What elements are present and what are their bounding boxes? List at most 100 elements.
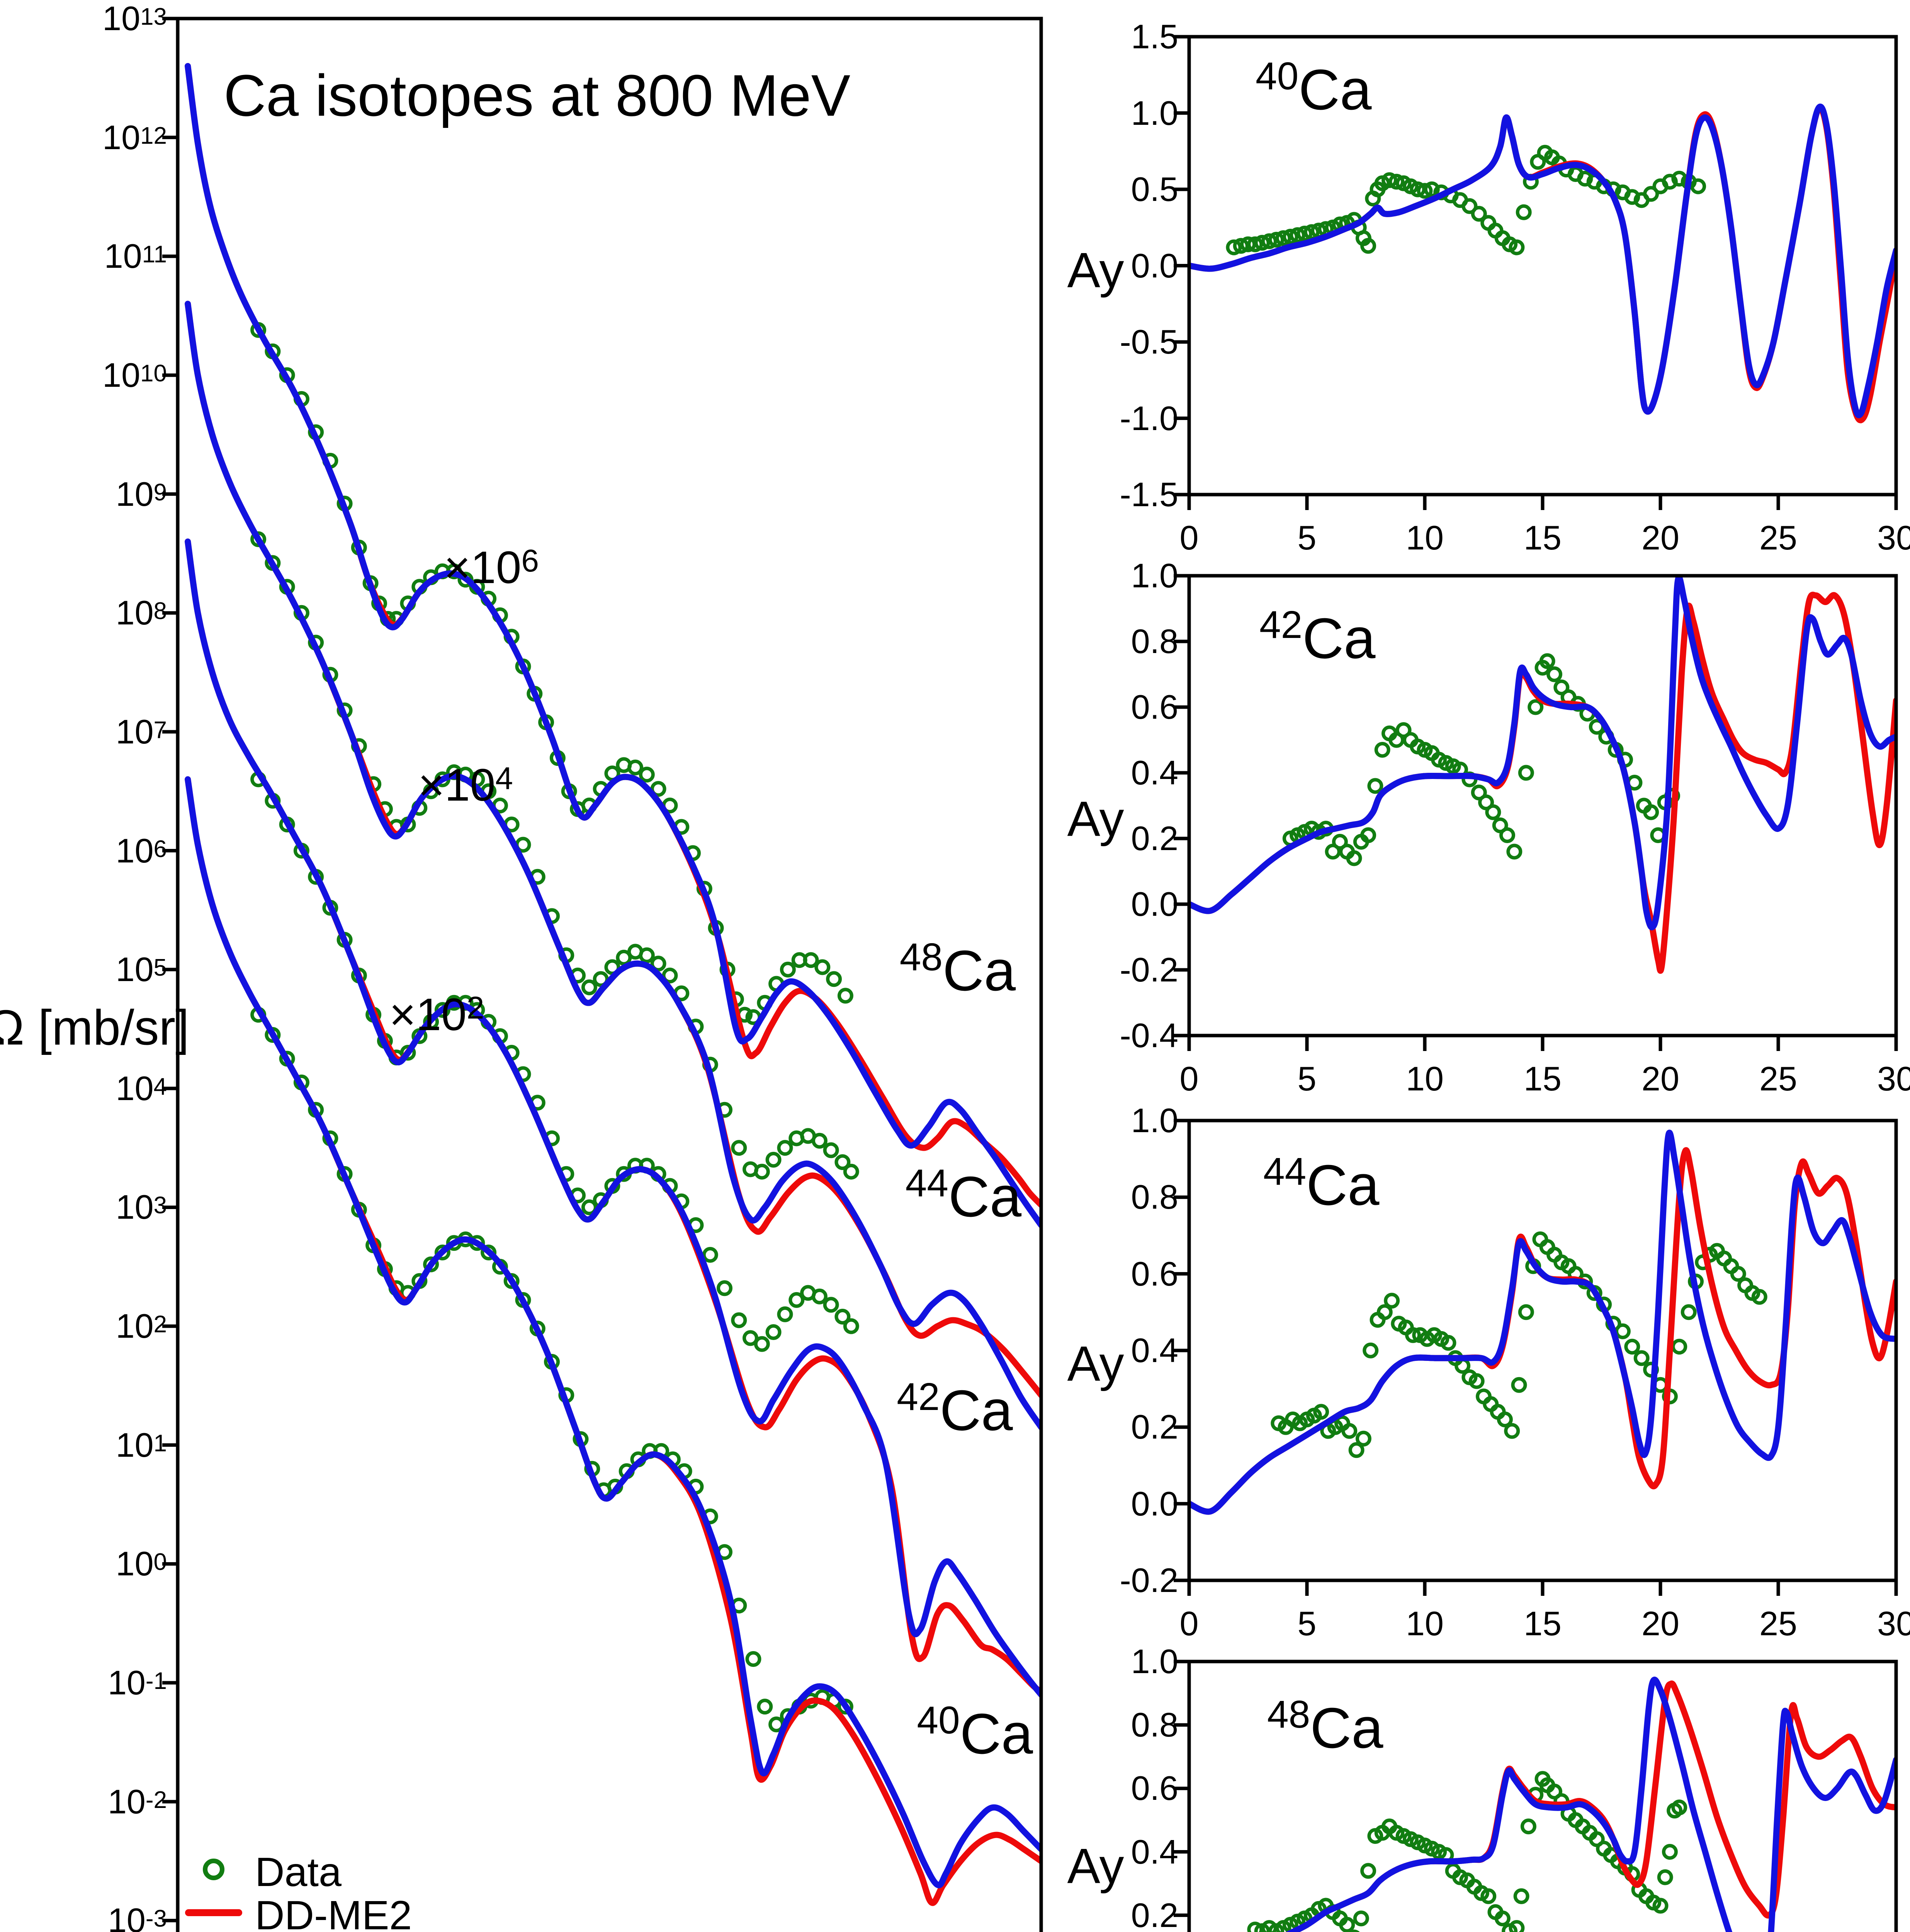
y-tick-label: 0.6	[1131, 688, 1178, 726]
ay-data-points-44ca	[1440, 1335, 1456, 1351]
data-points-42Ca	[743, 1330, 758, 1346]
x-tick-label: 5	[1297, 1604, 1317, 1643]
ay-data-points-48ca	[1652, 1898, 1669, 1914]
data-points-42Ca	[834, 1309, 851, 1325]
data-points-42Ca	[731, 1312, 747, 1328]
y-tick-label: 0.4	[1131, 1331, 1178, 1369]
ay-data-points-48ca	[1494, 1910, 1511, 1927]
x-tick-label: 25	[1759, 1060, 1797, 1098]
y-tick-label: 108	[116, 594, 167, 632]
data-points-42Ca	[717, 1280, 732, 1296]
data-points-44Ca	[765, 1151, 782, 1168]
ay-data-points-42ca	[1528, 699, 1544, 715]
scale-multiplier-10e2: ×102	[389, 989, 484, 1041]
data-points-42Ca	[843, 1318, 859, 1334]
data-points-48Ca	[627, 759, 643, 776]
y-tick-label: 0.5	[1131, 170, 1178, 208]
ay-data-points-44ca	[1614, 1323, 1631, 1339]
x-tick-label: 30	[1877, 1604, 1910, 1643]
data-points-42Ca	[777, 1306, 793, 1322]
ay-data-points-40ca	[1388, 173, 1405, 190]
y-tick-label: 0.0	[1131, 1484, 1178, 1523]
y-tick-label: -0.5	[1120, 323, 1178, 361]
ay-dd-pc1-curve-40ca	[1189, 104, 1896, 418]
y-tick-label: 101	[116, 1425, 167, 1464]
ay-data-points-40ca	[1261, 233, 1277, 249]
data-points-44Ca	[754, 1163, 770, 1180]
data-points-44Ca	[639, 947, 655, 963]
mass-number: 40	[1256, 54, 1299, 98]
x-tick-label: 15	[1524, 1604, 1562, 1643]
ay-data-points-42ca	[1499, 827, 1515, 843]
data-points-48Ca	[639, 767, 655, 783]
ay-dd-pc1-curve-42ca	[1189, 576, 1896, 930]
ay-data-points-44ca	[1355, 1430, 1371, 1447]
ay-data-points-40ca	[1690, 178, 1706, 194]
data-points-48Ca	[837, 988, 853, 1004]
ay-data-points-44ca	[1633, 1350, 1650, 1366]
ay-axis-label-48ca: Ay	[1067, 1838, 1124, 1894]
isotope-label-42ca: 42Ca	[1259, 603, 1375, 672]
y-tick-label: 10-1	[107, 1663, 167, 1702]
data-points-48Ca	[780, 961, 796, 978]
ay-data-points-40ca	[1360, 238, 1376, 254]
left-y-axis-label: dσ/dΩ [mb/sr]	[0, 1000, 189, 1056]
ay-data-points-42ca	[1367, 778, 1383, 794]
ay-data-points-48ca	[1662, 1844, 1678, 1860]
y-tick-label: 109	[116, 474, 167, 513]
ay-dd-pc1-curve-44ca	[1189, 1129, 1896, 1515]
y-tick-label: 106	[116, 831, 167, 870]
ay-data-points-40ca	[1240, 236, 1256, 252]
ay-data-points-40ca	[1290, 227, 1306, 243]
ay-data-points-42ca	[1643, 804, 1659, 820]
data-points-40Ca	[481, 1244, 497, 1260]
isotope-label-40ca: 40Ca	[1256, 54, 1371, 123]
y-tick-label: 105	[116, 950, 167, 989]
ay-data-points-44ca	[1497, 1412, 1513, 1427]
data-points-42Ca	[788, 1292, 805, 1308]
ay-data-points-48ca	[1671, 1799, 1687, 1816]
ay-data-points-48ca	[1509, 1920, 1525, 1932]
x-tick-label: 30	[1877, 1060, 1910, 1098]
data-points-40Ca	[503, 1273, 520, 1289]
y-tick-label: 102	[116, 1307, 167, 1345]
y-tick-label: 10-3	[107, 1901, 167, 1932]
y-tick-label: -1.0	[1120, 399, 1178, 437]
y-tick-label: 1011	[104, 237, 167, 276]
isotope-label-44ca: 44Ca	[1263, 1150, 1379, 1218]
ay-data-points-42ca	[1346, 850, 1362, 866]
ay-data-points-44ca	[1384, 1293, 1400, 1309]
y-tick-label: 0.8	[1131, 1178, 1178, 1216]
y-tick-label: 0.6	[1131, 1769, 1178, 1808]
y-tick-label: 104	[116, 1069, 167, 1107]
x-tick-label: 25	[1759, 519, 1797, 557]
ay-data-points-48ca	[1657, 1869, 1673, 1885]
data-points-42Ca	[823, 1297, 839, 1313]
ay-data-points-44ca	[1730, 1266, 1746, 1282]
x-tick-label: 10	[1406, 1060, 1444, 1098]
y-tick-label: 1010	[102, 355, 167, 394]
ay-data-points-40ca	[1268, 231, 1285, 248]
ay-data-points-42ca	[1478, 794, 1494, 810]
element-symbol: Ca	[1298, 58, 1372, 122]
data-points-44Ca	[823, 1142, 839, 1158]
ay-axis-label-40ca: Ay	[1067, 243, 1124, 298]
y-tick-label: 1013	[102, 0, 167, 37]
y-tick-label: -0.2	[1120, 1561, 1178, 1599]
dd-pc1-curve-48Ca	[185, 63, 1041, 1228]
data-points-44Ca	[834, 1154, 851, 1170]
y-tick-label: 1.0	[1131, 1642, 1178, 1680]
y-tick-label: 0.2	[1131, 1896, 1178, 1932]
data-points-44Ca	[843, 1163, 859, 1180]
data-points-42Ca	[434, 1002, 450, 1018]
ay-data-points-44ca	[1405, 1327, 1421, 1343]
x-tick-label: 15	[1524, 1060, 1562, 1098]
ay-data-points-44ca	[1348, 1442, 1365, 1458]
y-tick-label: 0.6	[1131, 1254, 1178, 1293]
y-tick-label: -0.2	[1120, 951, 1178, 989]
y-tick-label: -1.5	[1120, 475, 1178, 514]
x-tick-label: 5	[1297, 519, 1317, 557]
ay-data-points-40ca	[1226, 239, 1242, 255]
